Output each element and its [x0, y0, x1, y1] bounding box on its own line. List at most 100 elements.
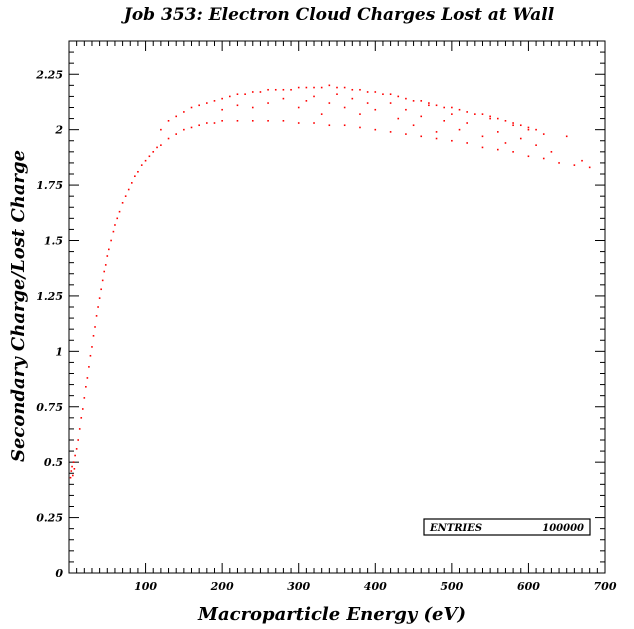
data-point: [466, 142, 468, 144]
data-point: [389, 102, 392, 104]
data-point: [221, 108, 223, 111]
data-point: [435, 131, 438, 133]
data-point: [190, 106, 193, 109]
data-point: [97, 306, 99, 308]
data-point: [282, 120, 285, 122]
y-tick-label: 0.5: [44, 456, 63, 469]
data-point: [221, 120, 223, 122]
data-point: [458, 108, 461, 111]
data-point: [504, 142, 507, 144]
data-point: [504, 120, 507, 122]
y-axis-label: Secondary Charge/Lost Charge: [8, 150, 29, 462]
data-point: [405, 97, 407, 100]
data-point: [497, 148, 499, 151]
data-point: [156, 146, 158, 149]
data-point: [405, 108, 407, 111]
plot-area: 100 200 300 400 500 600 700 0 0.25 0.5 0.75 1 1.25 1…: [35, 40, 617, 593]
data-point: [336, 86, 338, 89]
data-point: [70, 470, 73, 472]
x-axis-ticks: 100 200 300 400 500 600 700: [76, 41, 617, 593]
data-point: [112, 230, 115, 233]
data-point: [259, 91, 262, 93]
data-point: [282, 97, 285, 100]
data-point: [512, 122, 514, 124]
y-tick-label: 0.75: [36, 401, 63, 414]
data-point: [550, 151, 553, 153]
data-point: [183, 111, 185, 113]
data-point: [420, 115, 423, 118]
x-tick-label: 100: [134, 580, 157, 593]
data-point: [512, 151, 514, 153]
y-tick-label: 0.25: [36, 512, 63, 525]
data-point: [313, 86, 315, 89]
x-tick-label: 600: [517, 580, 540, 593]
data-point: [389, 93, 392, 95]
data-point: [343, 124, 346, 127]
data-point: [428, 102, 430, 104]
data-point: [458, 128, 461, 131]
data-point: [103, 270, 106, 273]
data-point: [236, 93, 239, 95]
data-point: [535, 128, 537, 131]
data-point: [588, 166, 591, 169]
y-tick-label: 2.25: [35, 68, 63, 81]
data-point: [72, 461, 75, 463]
data-point: [420, 100, 423, 102]
data-point: [297, 106, 300, 109]
data-point: [512, 124, 514, 127]
data-point: [428, 104, 430, 107]
data-point: [412, 124, 415, 127]
data-point: [198, 124, 200, 127]
data-point: [140, 164, 143, 166]
data-point: [420, 135, 423, 138]
data-point: [320, 113, 323, 115]
data-point: [359, 113, 361, 115]
data-point: [127, 188, 130, 191]
data-point: [167, 137, 170, 140]
data-point: [359, 88, 361, 91]
data-point: [198, 104, 200, 107]
data-point: [359, 126, 361, 129]
data-point: [328, 124, 331, 127]
data-point: [116, 217, 119, 220]
data-point: [137, 170, 139, 173]
data-point: [100, 288, 102, 291]
data-point: [213, 122, 216, 124]
data-point: [290, 88, 292, 91]
data-point: [251, 91, 254, 93]
data-point: [351, 88, 354, 91]
data-point: [94, 326, 96, 328]
data-point: [297, 122, 300, 124]
data-point: [74, 454, 76, 457]
y-axis-ticks: 0 0.25 0.5 0.75 1 1.25 1.5 1.75 2 2.25: [35, 51, 605, 580]
data-point: [206, 102, 208, 104]
data-point: [101, 279, 104, 282]
y-tick-label: 2: [54, 124, 63, 137]
data-point: [274, 88, 277, 91]
data-point: [267, 88, 269, 91]
data-point: [114, 224, 116, 226]
data-point: [108, 248, 110, 251]
data-point: [229, 95, 231, 98]
scatter-points: [69, 84, 591, 479]
data-point: [466, 122, 468, 124]
data-point: [98, 297, 101, 299]
data-point: [130, 182, 133, 184]
data-point: [581, 159, 583, 162]
data-point: [366, 102, 369, 104]
y-tick-label: 1.5: [44, 235, 63, 248]
data-point: [451, 113, 453, 115]
data-point: [75, 448, 78, 450]
data-point: [343, 86, 346, 89]
data-point: [313, 95, 315, 98]
data-point: [573, 164, 576, 166]
data-point: [527, 128, 530, 131]
data-point: [106, 255, 109, 257]
data-point: [213, 100, 216, 102]
data-point: [267, 102, 269, 104]
y-tick-label: 1: [55, 345, 63, 358]
data-point: [366, 91, 369, 93]
data-point: [542, 133, 545, 135]
data-point: [236, 104, 239, 107]
data-point: [481, 135, 484, 138]
